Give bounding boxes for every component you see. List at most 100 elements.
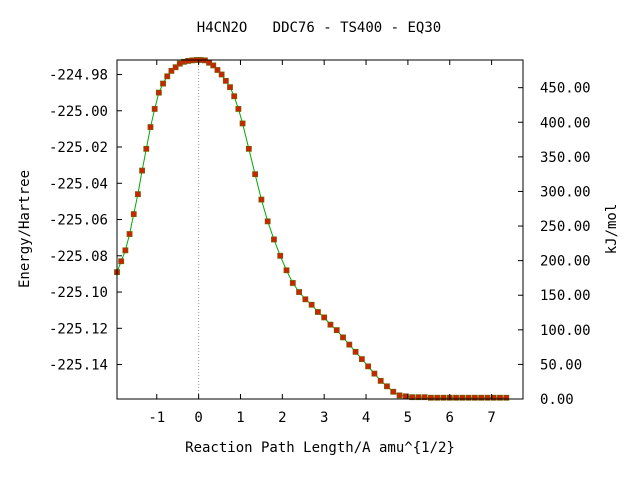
- data-point: [471, 394, 478, 401]
- x-tick-label: 3: [320, 410, 328, 426]
- data-point: [172, 64, 179, 71]
- data-point: [139, 167, 146, 174]
- y-tick-label: -225.08: [49, 249, 108, 265]
- data-point: [453, 394, 459, 401]
- y-axis-right: 0.00 50.00 100.00 150.00 200.00 250.00 300.00 3…: [518, 81, 591, 408]
- data-point: [497, 394, 503, 401]
- data-point: [222, 77, 229, 84]
- data-point: [390, 388, 397, 395]
- data-point: [235, 106, 242, 112]
- y-axis-left: -224.98 -225.00 -225.02 -225.04 -225.06 -225.…: [49, 68, 122, 374]
- data-point: [239, 120, 246, 127]
- data-point: [271, 236, 277, 243]
- y2-tick-label: 450.00: [540, 81, 591, 97]
- x-axis-title: Reaction Path Length/A amu^{1/2}: [185, 440, 455, 456]
- data-point: [277, 252, 284, 259]
- data-point: [252, 171, 259, 178]
- data-point: [258, 196, 265, 203]
- data-point: [308, 301, 315, 308]
- y2-tick-label: 100.00: [540, 323, 591, 339]
- data-point: [315, 309, 321, 315]
- data-point: [346, 341, 353, 348]
- data-point: [465, 394, 472, 401]
- data-point: [164, 73, 171, 80]
- x-tick-label: 0: [194, 410, 202, 426]
- data-point: [358, 356, 365, 363]
- data-point: [227, 84, 233, 91]
- data-point: [160, 80, 166, 87]
- data-point: [122, 247, 129, 254]
- y-tick-label: -225.10: [49, 285, 108, 301]
- x-axis: -1 0 1 2 3 4 5 6 7: [148, 60, 496, 426]
- y-tick-label: -225.14: [49, 358, 108, 374]
- data-point: [155, 89, 162, 96]
- y2-tick-label: 400.00: [540, 115, 591, 131]
- data-point: [130, 211, 137, 217]
- y2-tick-label: 50.00: [540, 357, 582, 373]
- data-point: [428, 394, 434, 401]
- y2-tick-label: 150.00: [540, 288, 591, 304]
- y2-tick-label: 200.00: [540, 254, 591, 270]
- data-point: [384, 383, 390, 390]
- y-axis-title: Energy/Hartree: [17, 170, 33, 288]
- data-point: [168, 67, 175, 74]
- data-point: [421, 394, 428, 401]
- data-point: [365, 363, 372, 370]
- y2-tick-label: 0.00: [540, 392, 574, 408]
- data-point: [340, 334, 346, 341]
- x-tick-label: 7: [487, 410, 495, 426]
- data-point: [321, 314, 328, 321]
- data-point: [396, 392, 403, 399]
- data-point: [118, 258, 125, 265]
- x-tick-label: -1: [148, 410, 165, 426]
- data-point: [503, 394, 510, 401]
- y2-tick-label: 250.00: [540, 219, 591, 235]
- data-point: [218, 71, 225, 78]
- data-point: [459, 394, 466, 401]
- y-tick-label: -225.06: [49, 213, 108, 229]
- data-point: [143, 145, 150, 152]
- y2-tick-label: 300.00: [540, 184, 591, 200]
- y2-tick-label: 350.00: [540, 150, 591, 166]
- data-point: [135, 191, 141, 198]
- x-tick-label: 6: [446, 410, 454, 426]
- data-point: [264, 218, 271, 225]
- x-tick-label: 1: [236, 410, 244, 426]
- data-point: [126, 231, 133, 237]
- data-point: [352, 348, 359, 355]
- y-tick-label: -224.98: [49, 68, 108, 84]
- y-tick-label: -225.04: [49, 176, 108, 192]
- data-point: [289, 280, 296, 286]
- data-point: [484, 394, 491, 401]
- data-point: [333, 327, 340, 334]
- energy-line: [116, 59, 507, 399]
- data-point: [415, 394, 422, 401]
- data-point: [283, 267, 290, 274]
- x-tick-label: 5: [404, 410, 412, 426]
- data-point: [214, 67, 221, 73]
- data-point: [147, 124, 154, 130]
- data-point: [210, 62, 217, 69]
- y-tick-label: -225.12: [49, 321, 108, 337]
- data-point: [245, 145, 252, 152]
- chart-title: H4CN2O DDC76 - TS400 - EQ30: [197, 20, 441, 36]
- data-point: [371, 370, 378, 377]
- y-tick-label: -225.02: [49, 140, 108, 156]
- data-point: [409, 394, 415, 401]
- x-tick-label: 2: [278, 410, 286, 426]
- data-points: [114, 57, 510, 401]
- data-point: [478, 394, 485, 401]
- energy-curve: [116, 59, 507, 399]
- y-tick-label: -225.00: [49, 104, 108, 120]
- data-point: [151, 106, 158, 112]
- data-point: [434, 394, 441, 401]
- data-point: [440, 394, 447, 401]
- data-point: [327, 321, 334, 328]
- data-point: [302, 296, 309, 303]
- y2-axis-title: kJ/mol: [604, 204, 620, 255]
- plot-frame: [116, 59, 524, 400]
- data-point: [377, 377, 384, 384]
- x-tick-label: 4: [362, 410, 370, 426]
- data-point: [231, 93, 238, 100]
